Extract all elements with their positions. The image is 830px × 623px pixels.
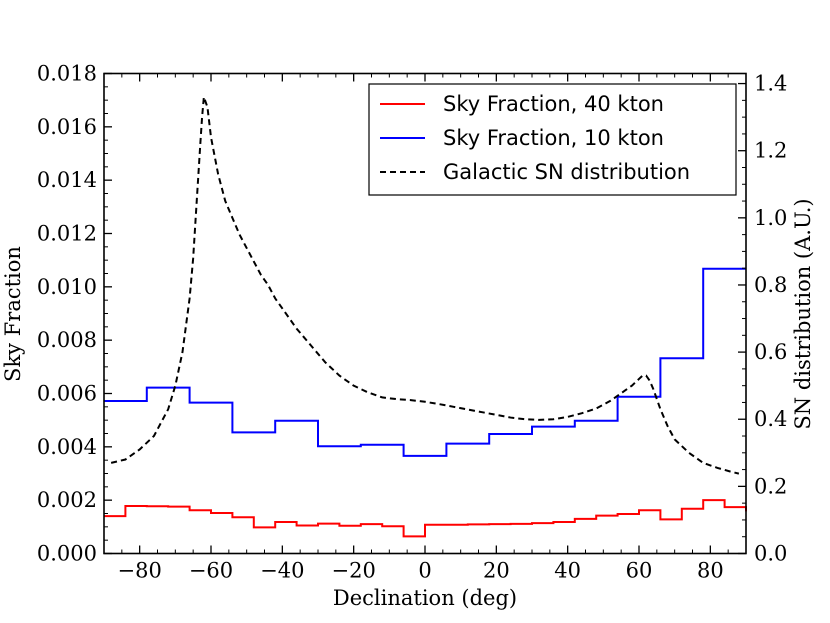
legend-label-10kton: Sky Fraction, 10 kton — [443, 126, 664, 150]
y-tick-label: 0.004 — [37, 435, 97, 459]
series-layer — [104, 96, 747, 538]
ticks-layer — [103, 72, 747, 555]
y2-tick-label: 0.2 — [754, 474, 787, 498]
legend-box — [368, 83, 737, 196]
y-tick-label: 0.010 — [37, 275, 97, 299]
series-sky-fraction-10-kton — [104, 267, 746, 457]
legend: Sky Fraction, 40 kton Sky Fraction, 10 k… — [368, 83, 737, 196]
y2-tick-label: 0.0 — [754, 542, 787, 566]
x-tick-label: −60 — [189, 559, 233, 583]
x-tick-label: −40 — [260, 559, 304, 583]
y-tick-label: 0.014 — [37, 168, 97, 192]
x-tick-label: −80 — [118, 559, 162, 583]
y-tick-label: 0.008 — [37, 328, 97, 352]
y2-tick-label: 1.0 — [754, 206, 787, 230]
y-tick-label: 0.016 — [37, 115, 97, 139]
y2-axis-label: SN distribution (A.U.) — [791, 198, 815, 429]
x-tick-label: 0 — [418, 559, 431, 583]
series-sky-fraction-40-kton — [104, 499, 747, 538]
y2-tick-label: 1.2 — [754, 139, 787, 163]
legend-label-40kton: Sky Fraction, 40 kton — [443, 92, 664, 116]
x-axis-label: Declination (deg) — [333, 586, 517, 610]
x-tick-label: 60 — [626, 559, 653, 583]
legend-label-galactic-sn: Galactic SN distribution — [443, 160, 690, 184]
y-axis-label: Sky Fraction — [1, 246, 25, 382]
y-tick-label: 0.006 — [37, 382, 97, 406]
y-tick-label: 0.002 — [37, 488, 97, 512]
x-tick-label: 20 — [483, 559, 510, 583]
y-tick-label: 0.018 — [37, 62, 97, 86]
tick-labels-layer: −80 −60 −40 −20 0 20 40 60 800.0000.0020.0040.00… — [37, 62, 788, 583]
y2-tick-label: 1.4 — [754, 72, 787, 96]
x-tick-label: −20 — [332, 559, 376, 583]
x-tick-label: 40 — [554, 559, 581, 583]
y-tick-label: 0.012 — [37, 222, 97, 246]
y2-tick-label: 0.6 — [754, 340, 787, 364]
y2-tick-label: 0.4 — [754, 407, 787, 431]
x-tick-label: 80 — [697, 559, 724, 583]
y-tick-label: 0.000 — [37, 542, 97, 566]
series-galactic-sn-distribution — [110, 96, 740, 475]
y2-tick-label: 0.8 — [754, 273, 787, 297]
